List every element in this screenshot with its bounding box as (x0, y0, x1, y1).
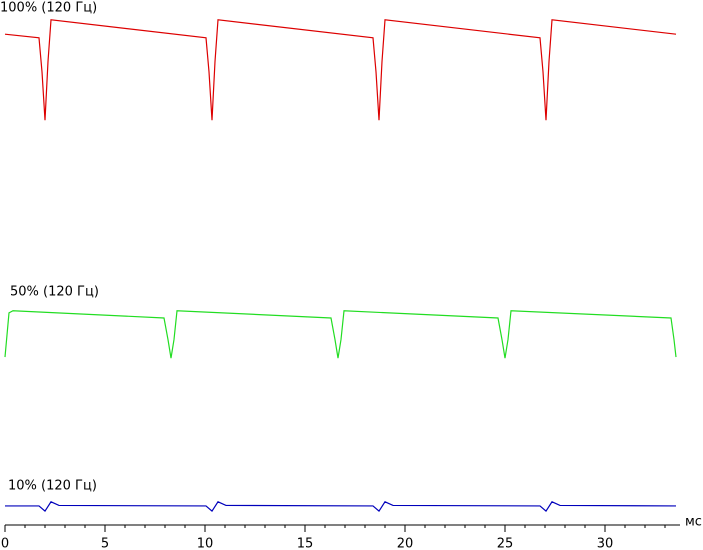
x-axis-label: мс (685, 515, 702, 530)
line-series (5, 501, 677, 513)
x-tick-label: 30 (597, 537, 614, 550)
legend-label: 10% (120 Гц) (8, 479, 97, 494)
x-tick-label: 5 (101, 537, 109, 550)
x-tick-label: 25 (497, 537, 514, 550)
x-tick-label: 15 (297, 537, 314, 550)
line-series (4, 310, 677, 359)
x-tick-label: 0 (1, 537, 9, 550)
x-tick-label: 20 (397, 537, 414, 550)
legend-label: 50% (120 Гц) (10, 285, 99, 300)
line-series (4, 19, 677, 121)
legend-label: 100% (120 Гц) (0, 1, 97, 16)
x-tick-label: 10 (197, 537, 214, 550)
